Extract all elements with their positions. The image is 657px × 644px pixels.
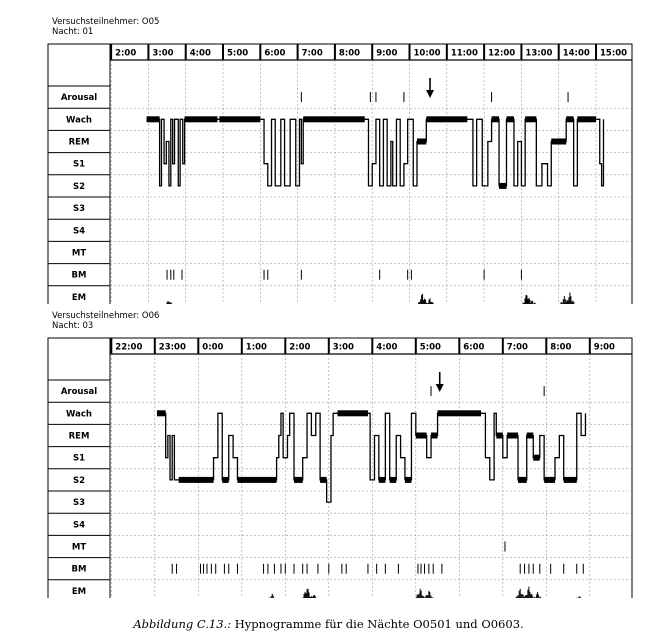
hypnogram-segment [577,116,597,123]
row-label: S1 [73,454,85,464]
hypnogram-segment [320,476,327,483]
time-tick-label: 13:00 [525,49,552,59]
hypnogram-segment [499,182,507,189]
hypnogram-segment [518,476,527,483]
time-tick-label: 4:00 [190,49,211,59]
hypnogram-segment [563,476,577,483]
hypnogram-segment [426,116,468,123]
time-tick-label: 22:00 [115,343,142,353]
time-tick-label: 11:00 [451,49,478,59]
frame [47,337,633,598]
time-tick-label: 1:00 [246,343,267,353]
caption-label: Abbildung C.13.: [133,617,232,631]
row-label: S1 [73,160,85,170]
time-tick-label: 5:00 [227,49,248,59]
hypnogram-segment [237,476,277,483]
row-label: BM [72,565,87,575]
hypnogram-chart-2: 22:00 23:00 0:00 1:00 2:00 3:00 4:00 5:00 6:00 7:… [47,337,633,598]
hypnogram-segment [178,476,214,483]
time-tick-label: 6:00 [463,343,484,353]
time-tick-label: 14:00 [563,49,590,59]
row-label: Wach [66,115,92,125]
hypnogram-segment [544,476,556,483]
time-tick-label: 7:00 [507,343,528,353]
time-tick-label: 2:00 [289,343,310,353]
row-label: Arousal [61,387,97,397]
time-tick-label: 3:00 [333,343,354,353]
time-tick-label: 10:00 [414,49,441,59]
hypnogram-segment [415,432,427,439]
panel-2-night: Nacht: 03 [52,321,94,331]
frame [47,43,633,304]
panel-2-header: Versuchsteilnehmer: O06 Nacht: 03 [52,311,159,331]
hypnogram-trace [156,412,587,503]
hypnogram-segment [496,432,503,439]
row-label: BM [72,271,87,281]
row-label: EM [72,293,86,303]
row-label: S3 [73,204,85,214]
row-label: REM [69,138,90,148]
time-tick-label: 0:00 [202,343,223,353]
hypnogram-segment [378,476,386,483]
row-label: Wach [66,409,92,419]
row-label: S2 [73,182,85,192]
caption-text: Hypnogramme für die Nächte O0501 und O06… [231,617,524,631]
row-label: S4 [73,520,85,530]
row-label: MT [72,249,86,259]
hypnogram-segment [491,116,500,123]
hypnogram-segment [566,116,574,123]
hypnogram-segment [437,410,482,417]
row-label: S2 [73,476,85,486]
wake-arrow-head [435,384,444,392]
row-label: S4 [73,226,85,236]
time-tick-label: 9:00 [376,49,397,59]
row-label: REM [69,432,90,442]
hypnogram-segment [222,476,229,483]
time-tick-label: 12:00 [488,49,515,59]
hypnogram-segment [389,476,397,483]
hypnogram-segment [303,116,365,123]
hypnogram-segment [431,432,438,439]
figure-caption: Abbildung C.13.: Hypnogramme für die Näc… [0,617,657,631]
time-tick-label: 5:00 [420,343,441,353]
hypnogram-segment [156,410,166,417]
hypnogram-segment [525,116,537,123]
hypnogram-segment [551,138,567,145]
time-tick-label: 15:00 [600,49,627,59]
hypnogram-segment [337,410,368,417]
time-tick-label: 8:00 [339,49,360,59]
hypnogram-segment [294,476,303,483]
hypnogram-segment [219,116,261,123]
time-tick-label: 2:00 [115,49,136,59]
row-label: S3 [73,498,85,508]
time-tick-label: 7:00 [302,49,323,59]
panel-1-subject: Versuchsteilnehmer: O05 [52,17,160,27]
hypnogram-segment [146,116,160,123]
time-tick-label: 3:00 [152,49,173,59]
row-label: MT [72,543,86,553]
row-label: EM [72,587,86,597]
hypnogram-segment [526,432,534,439]
time-tick-label: 23:00 [159,343,186,353]
hypnogram-chart-1: 2:00 3:00 4:00 5:00 6:00 7:00 8:00 9:00 10:00 11:… [47,43,633,304]
hypnogram-segment [184,116,218,123]
hypnogram-segment [507,432,519,439]
hypnogram-segment [416,138,427,145]
panel-2-subject: Versuchsteilnehmer: O06 [52,311,160,321]
hypnogram-segment [506,116,514,123]
time-tick-label: 9:00 [594,343,615,353]
row-label: Arousal [61,93,97,103]
hypnogram-segment [404,476,412,483]
time-tick-label: 4:00 [376,343,397,353]
wake-arrow-head [426,90,435,98]
panel-1-night: Nacht: 01 [52,27,94,37]
hypnogram-segment [533,454,540,461]
time-tick-label: 8:00 [550,343,571,353]
panel-1-header: Versuchsteilnehmer: O05 Nacht: 01 [52,17,159,37]
time-tick-label: 6:00 [264,49,285,59]
